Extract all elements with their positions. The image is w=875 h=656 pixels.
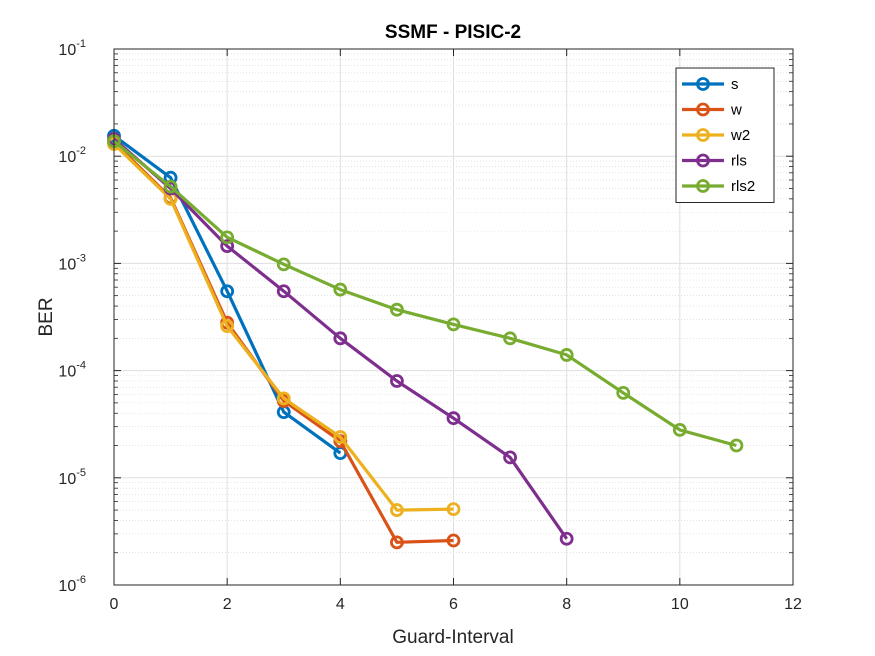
x-axis-label: Guard-Interval <box>392 627 513 648</box>
series-line-rls <box>112 137 569 540</box>
series-line-rls2 <box>112 139 737 448</box>
legend-label: w2 <box>730 127 750 144</box>
legend-item-w2: w2 <box>682 127 750 144</box>
y-tick-label: 10-2 <box>58 145 86 166</box>
data-point-rls2 <box>672 422 687 437</box>
data-point-w2 <box>390 503 404 517</box>
x-tick-label: 0 <box>110 596 119 613</box>
data-point-rls2 <box>390 302 404 317</box>
legend-item-rls2: rls2 <box>682 178 755 195</box>
legend-label: rls <box>731 153 747 170</box>
axis-ticks <box>113 48 794 586</box>
x-tick-label: 4 <box>336 596 345 613</box>
legend: sw w2 rls rls2 <box>675 67 775 203</box>
data-point-rls2 <box>163 179 178 194</box>
x-tick-label: 6 <box>449 596 458 613</box>
y-axis-label: BER <box>36 297 57 336</box>
x-tick-label: 2 <box>223 596 232 613</box>
x-tick-labels: 0 2 4 6 8 10 12 <box>110 596 802 613</box>
y-tick-label: 10-5 <box>58 467 86 488</box>
data-point-w <box>390 535 404 550</box>
data-point-rls <box>390 374 404 388</box>
legend-label: w <box>730 102 742 119</box>
data-point-rls2 <box>220 230 235 245</box>
data-point-w2 <box>276 391 291 406</box>
data-point-rls <box>220 239 235 254</box>
y-tick-labels: 10-6 10-5 10-4 10-3 10-2 10-1 <box>58 38 86 595</box>
y-tick-label: 10-1 <box>58 38 86 59</box>
data-point-w2 <box>446 502 461 517</box>
data-point-s <box>220 284 235 299</box>
legend-swatch-marker <box>696 128 710 142</box>
legend-swatch-marker <box>696 153 710 168</box>
legend-swatch-marker <box>696 77 710 91</box>
data-point-rls2 <box>276 257 291 272</box>
data-point-rls <box>446 411 461 426</box>
y-tick-label: 10-3 <box>58 252 86 273</box>
legend-label: s <box>731 76 739 93</box>
x-tick-label: 12 <box>784 596 802 613</box>
series-line-w2 <box>112 142 454 512</box>
x-tick-label: 10 <box>671 596 689 613</box>
y-tick-label: 10-6 <box>58 574 86 595</box>
x-tick-label: 8 <box>562 596 571 613</box>
legend-item-s: s <box>682 76 739 93</box>
data-point-rls2 <box>616 385 631 400</box>
series-line-s <box>113 134 342 455</box>
data-point-rls <box>276 284 291 299</box>
data-point-rls2 <box>503 331 517 346</box>
data-point-w2 <box>220 319 235 334</box>
data-point-rls2 <box>729 438 744 453</box>
data-point-rls <box>503 450 517 465</box>
data-point-w <box>446 533 461 548</box>
legend-swatch-marker <box>696 179 710 193</box>
legend-label: rls2 <box>731 178 755 195</box>
y-tick-label: 10-4 <box>58 360 86 381</box>
data-point-rls2 <box>559 348 574 362</box>
data-point-rls <box>559 531 574 546</box>
legend-item-w: w <box>682 102 742 119</box>
data-point-rls2 <box>333 282 348 297</box>
legend-item-rls: rls <box>682 153 747 170</box>
data-point-w2 <box>333 430 348 444</box>
chart-title: SSMF - PISIC-2 <box>385 22 521 43</box>
data-point-rls2 <box>446 317 461 332</box>
legend-swatch-marker <box>696 102 710 117</box>
data-point-rls <box>333 331 348 346</box>
